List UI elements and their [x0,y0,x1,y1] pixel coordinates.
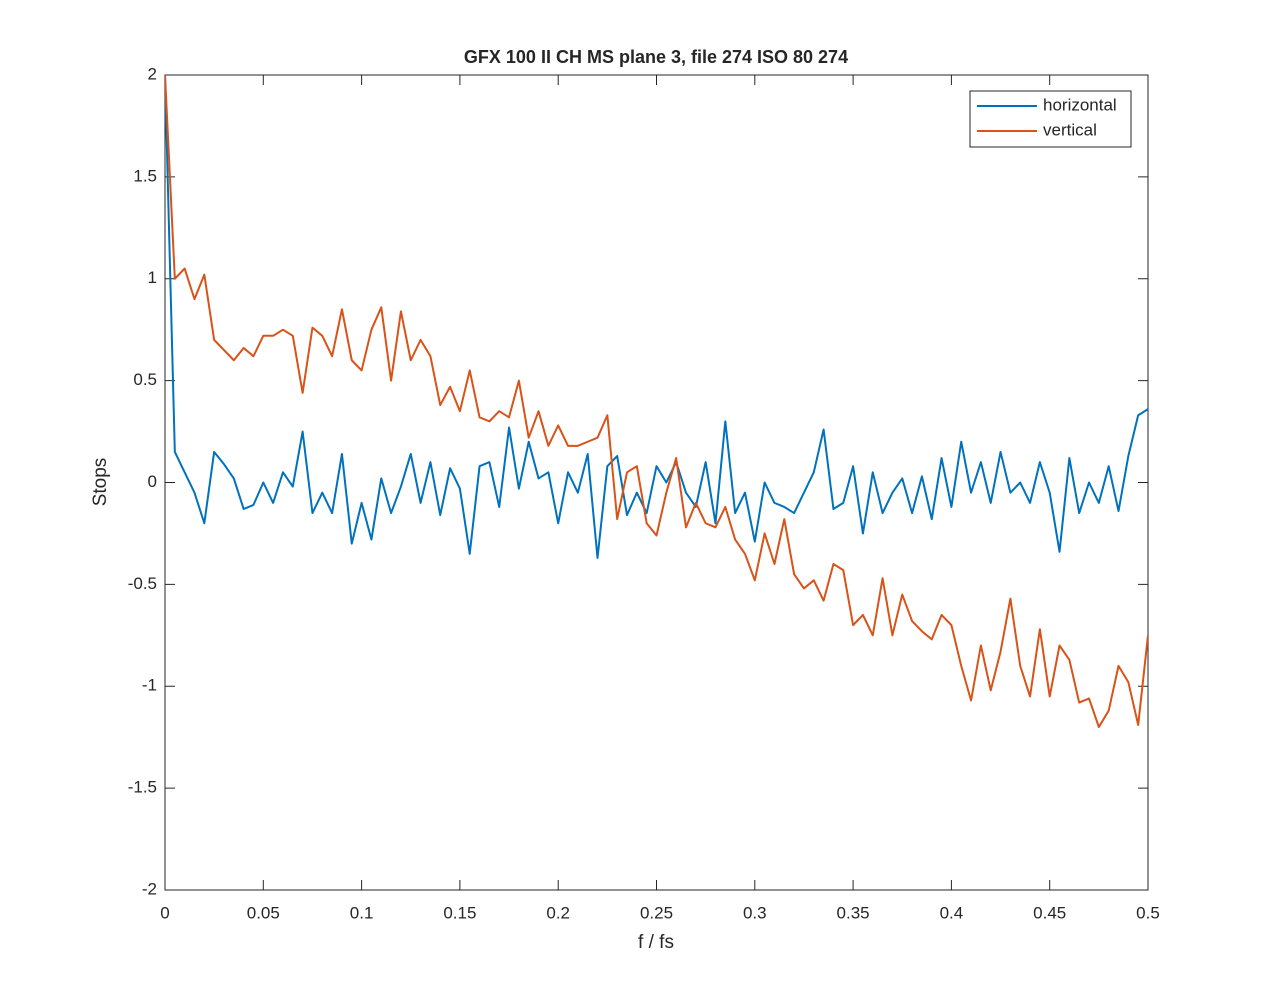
x-tick-label: 0 [160,903,169,922]
legend-box [969,90,1132,148]
y-axis-label: Stops [90,458,111,507]
chart-title: GFX 100 II CH MS plane 3, file 274 ISO 8… [464,47,848,67]
axes-box [164,74,1149,891]
x-tick-label: 0.1 [350,903,374,922]
x-tick-label: 0.15 [443,903,476,922]
legend-label: horizontal [1043,95,1117,114]
y-tick-label: 0.5 [133,370,157,389]
x-axis-label: f / fs [638,932,674,953]
y-tick-label: 2 [148,64,157,83]
x-tick-label: 0.35 [837,903,870,922]
x-tick-label: 0.2 [546,903,570,922]
y-tick-label: 0 [148,472,157,491]
x-tick-label: 0.05 [247,903,280,922]
y-tick-label: -0.5 [128,574,157,593]
data-line [165,75,1148,559]
legend-label: vertical [1043,120,1097,139]
y-tick-label: -1.5 [128,778,157,797]
y-tick-label: 1.5 [133,166,157,185]
x-tick-label: 0.25 [640,903,673,922]
y-tick-label: 1 [148,268,157,287]
data-line [165,75,1148,728]
legend: horizontal vertical [969,90,1132,148]
x-tick-label: 0.4 [940,903,964,922]
y-tick-label: -1 [142,676,157,695]
x-tick-label: 0.3 [743,903,767,922]
x-tick-label: 0.45 [1033,903,1066,922]
x-tick-label: 0.5 [1136,903,1160,922]
y-tick-label: -2 [142,879,157,898]
